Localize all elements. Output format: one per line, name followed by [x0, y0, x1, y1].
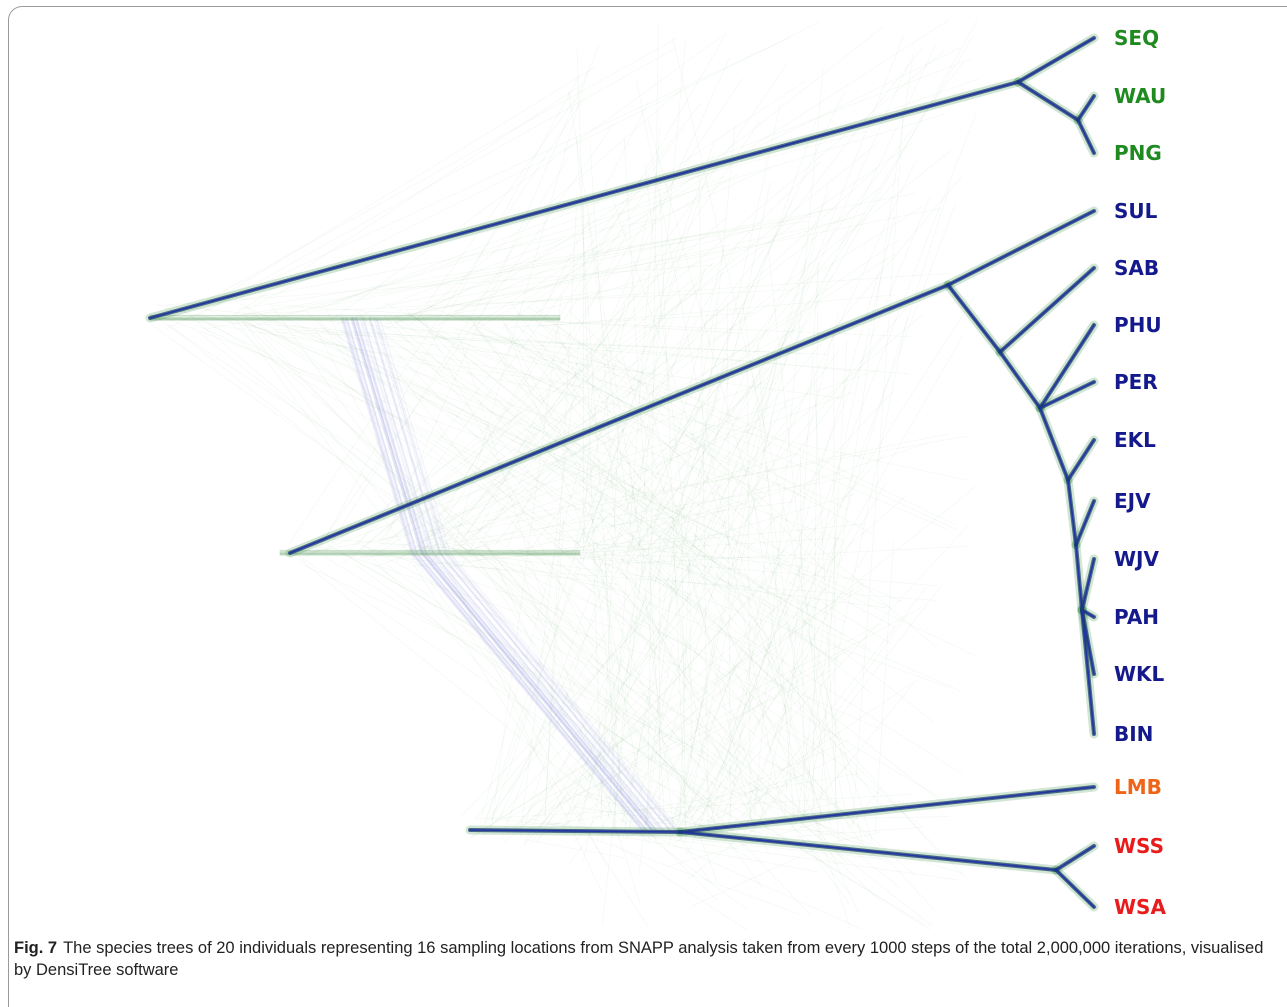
tree-cloud-branch: [589, 837, 800, 914]
tree-cloud-branch: [501, 27, 883, 329]
consensus-core: [1000, 352, 1040, 408]
taxon-label-per: PER: [1114, 370, 1158, 394]
tree-cloud-branch: [471, 20, 949, 328]
tree-cloud-branch: [197, 38, 677, 306]
tree-cloud-branch: [749, 584, 943, 835]
taxon-label-pah: PAH: [1114, 605, 1159, 629]
taxon-label-wss: WSS: [1114, 834, 1164, 858]
caption-text: The species trees of 20 individuals repr…: [14, 939, 1263, 979]
tree-cloud-branch: [548, 538, 808, 567]
consensus-core: [1068, 440, 1094, 480]
taxon-label-ejv: EJV: [1114, 489, 1151, 513]
consensus-core: [1018, 82, 1078, 120]
tree-cloud-branch: [166, 265, 713, 305]
tree-cloud-branch: [704, 33, 905, 546]
consensus-core: [150, 82, 1018, 318]
tree-cloud-branch: [593, 62, 964, 553]
figure-label: Fig. 7: [14, 939, 57, 957]
tree-cloud-branch: [587, 154, 714, 539]
tree-cloud-branch: [324, 556, 928, 926]
taxon-label-wsa: WSA: [1114, 895, 1166, 919]
consensus-core: [1040, 408, 1068, 480]
tree-cloud-branch: [208, 193, 917, 329]
taxon-label-bin: BIN: [1114, 722, 1153, 746]
tree-cloud-branch: [525, 840, 623, 858]
consensus-core: [1078, 96, 1094, 120]
consensus-core: [948, 285, 1000, 352]
tree-cloud-branch: [507, 58, 730, 547]
taxon-label-sul: SUL: [1114, 199, 1157, 223]
taxon-label-sab: SAB: [1114, 256, 1159, 280]
alt-topology-branch: [376, 318, 676, 830]
tree-cloud-branch: [545, 518, 564, 818]
tree-cloud-branch: [621, 104, 781, 831]
tree-cloud-branch: [238, 322, 600, 810]
consensus-core: [680, 787, 1094, 832]
consensus-core: [1056, 846, 1094, 870]
tree-cloud-branch: [172, 317, 598, 390]
consensus-core: [1076, 501, 1094, 545]
taxon-label-png: PNG: [1114, 141, 1162, 165]
consensus-core: [1018, 38, 1094, 82]
consensus-core: [1056, 870, 1094, 907]
tree-cloud-branch: [644, 557, 818, 608]
taxon-label-wkl: WKL: [1114, 662, 1164, 686]
taxon-label-wjv: WJV: [1114, 547, 1159, 571]
consensus-core: [1078, 120, 1094, 153]
consensus-core: [948, 211, 1094, 285]
taxon-label-lmb: LMB: [1114, 775, 1162, 799]
taxon-label-phu: PHU: [1114, 313, 1162, 337]
tree-cloud-branch: [373, 559, 716, 899]
tree-cloud-branch: [875, 541, 894, 834]
taxon-label-seq: SEQ: [1114, 26, 1159, 50]
densitree-plot: [0, 0, 1287, 930]
taxon-label-ekl: EKL: [1114, 428, 1156, 452]
tree-cloud-branch: [235, 216, 815, 316]
tree-cloud-branch: [167, 324, 932, 927]
tree-cloud-branch: [242, 322, 573, 644]
tree-cloud-branch: [199, 332, 901, 888]
taxon-label-wau: WAU: [1114, 84, 1166, 108]
